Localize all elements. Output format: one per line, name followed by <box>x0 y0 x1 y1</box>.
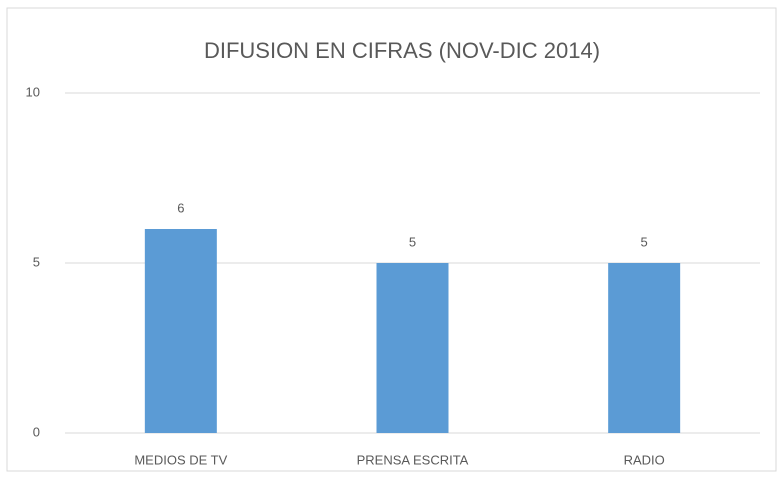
y-tick-label: 0 <box>33 424 40 439</box>
chart-title: DIFUSION EN CIFRAS (NOV-DIC 2014) <box>204 38 600 63</box>
bar <box>376 263 449 433</box>
x-tick-label: MEDIOS DE TV <box>134 452 227 467</box>
x-tick-label: PRENSA ESCRITA <box>357 452 469 467</box>
data-label: 5 <box>641 234 648 249</box>
bar <box>608 263 681 433</box>
y-tick-label: 10 <box>26 84 40 99</box>
x-tick-label: RADIO <box>624 452 665 467</box>
data-label: 6 <box>177 200 184 215</box>
y-tick-label: 5 <box>33 254 40 269</box>
data-label: 5 <box>409 234 416 249</box>
bar <box>144 229 217 433</box>
